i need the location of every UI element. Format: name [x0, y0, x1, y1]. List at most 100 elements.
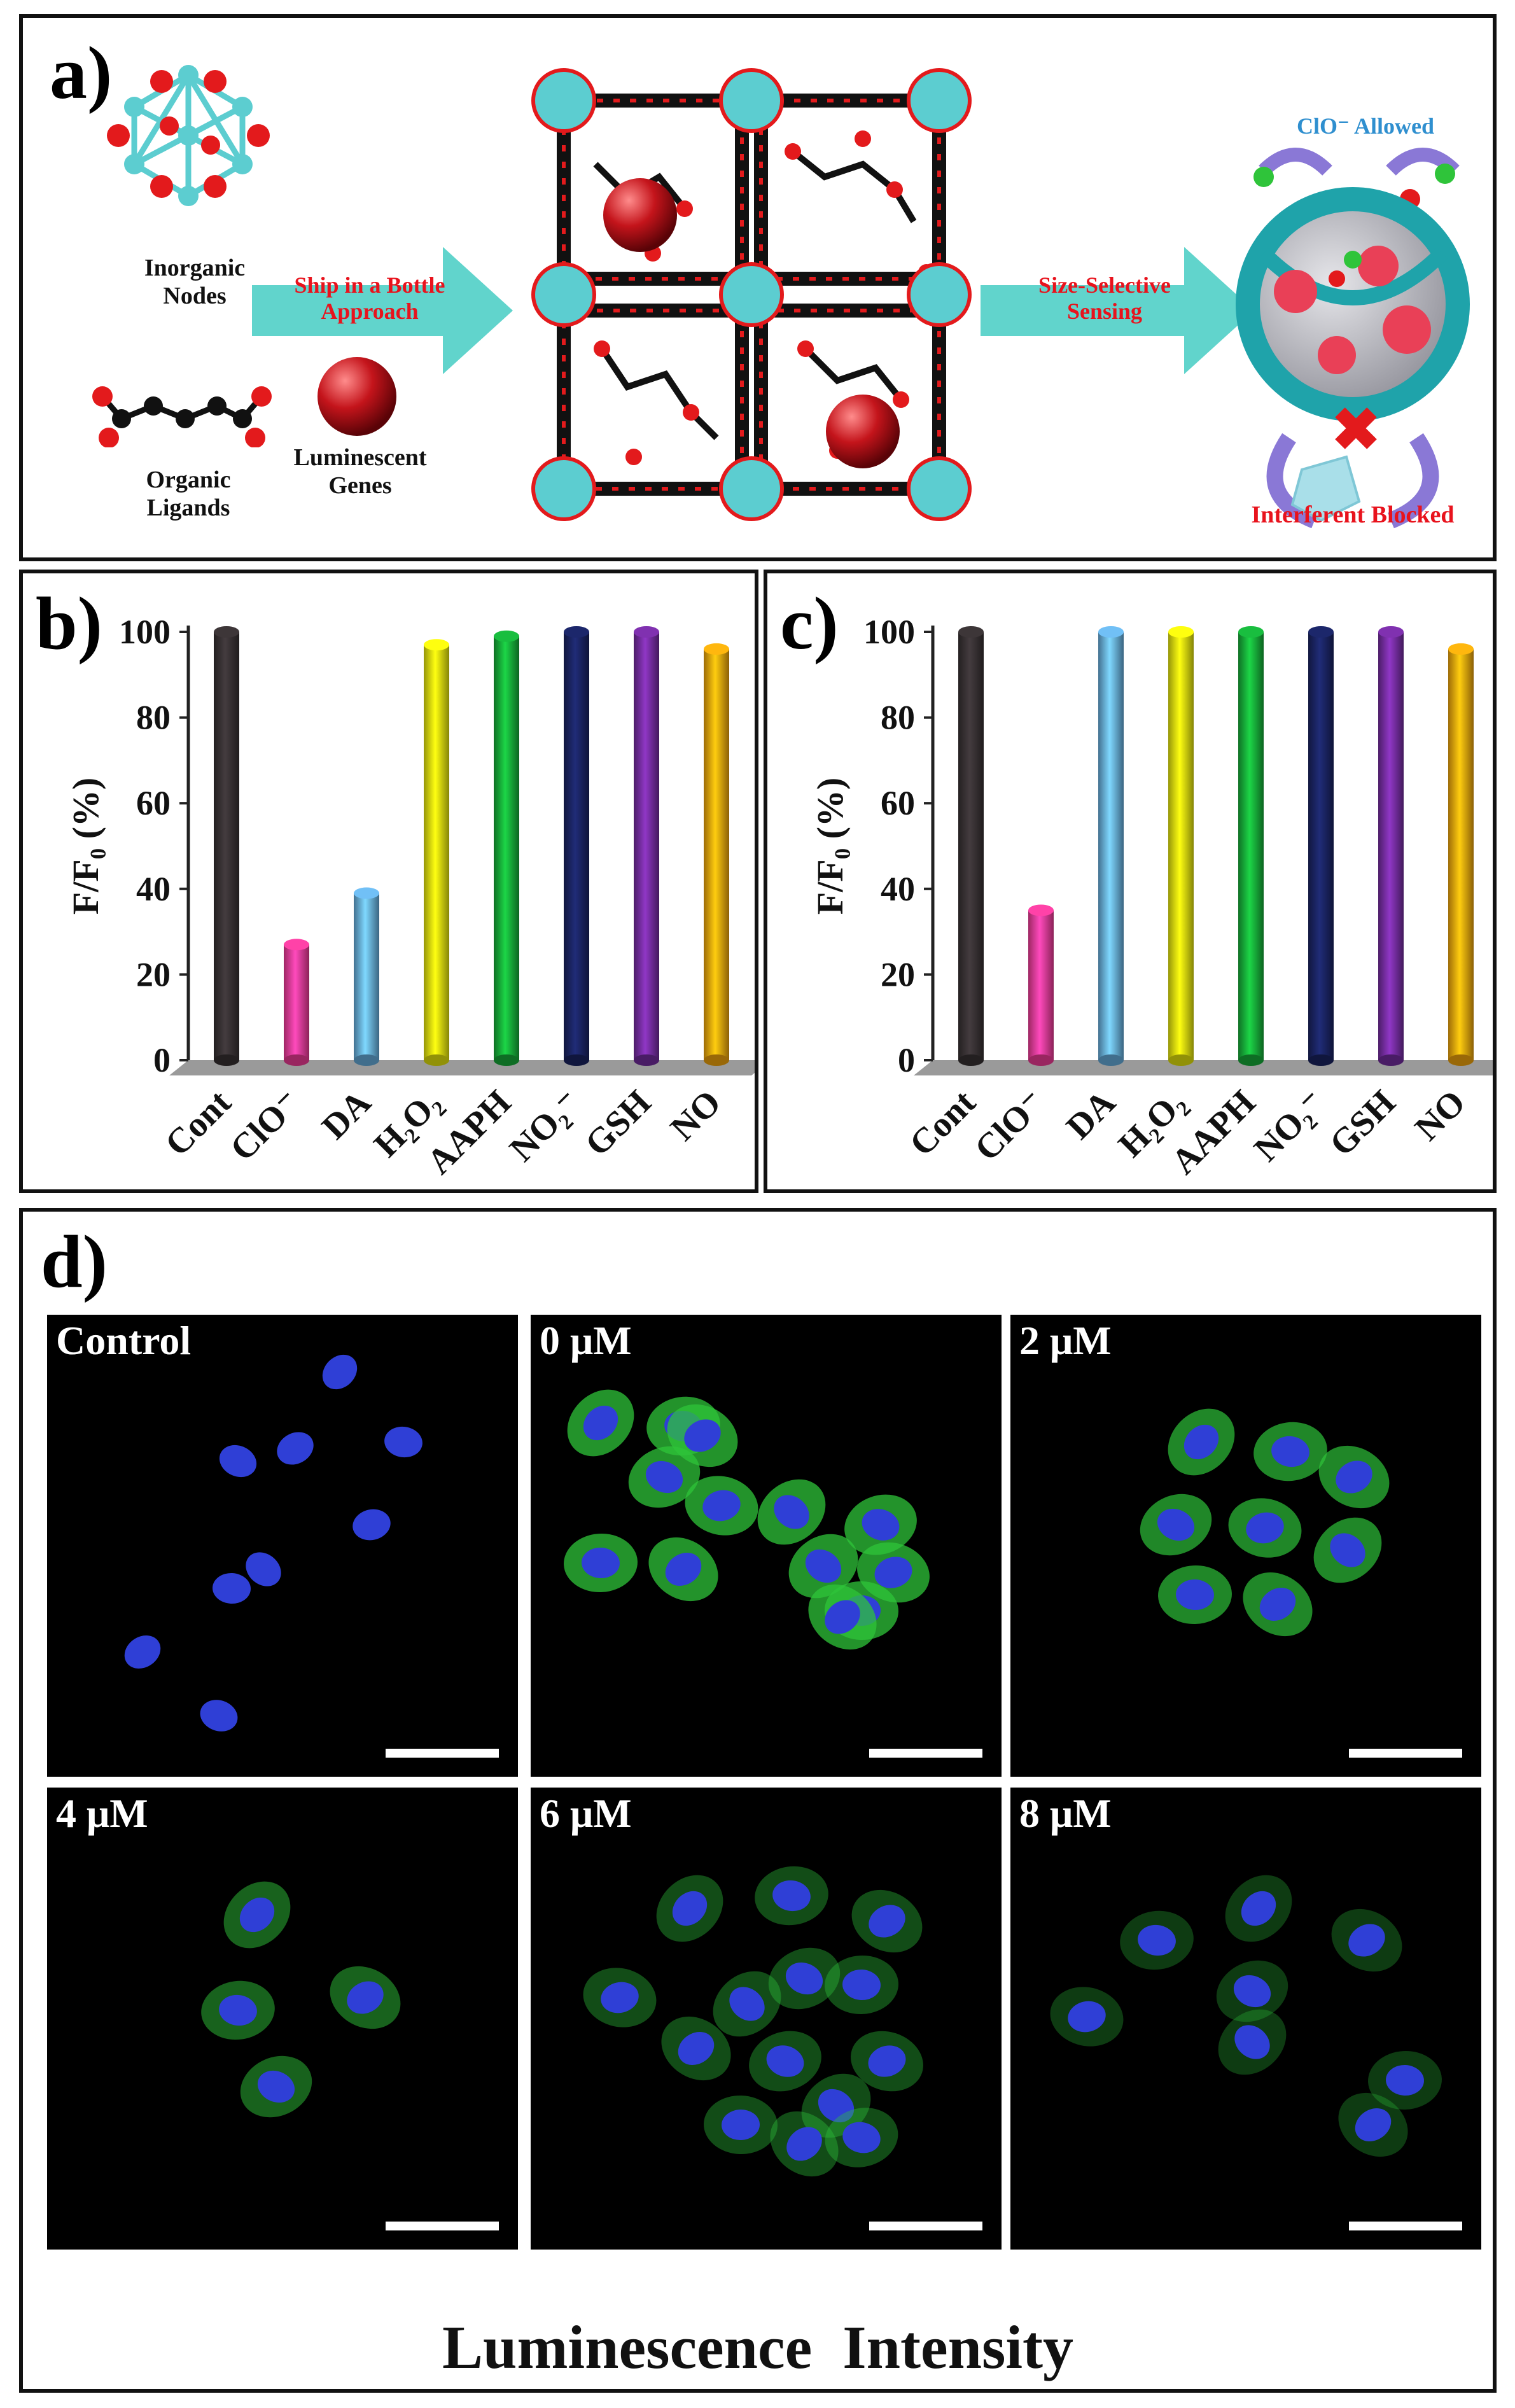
nucleus [322, 1354, 358, 1390]
nucleus [645, 1460, 683, 1494]
nucleus [219, 1994, 257, 2026]
cell [219, 1445, 257, 1478]
cell [648, 1537, 718, 1602]
cell [661, 2016, 731, 2081]
x-tick-label: GSH [1322, 1082, 1403, 1163]
cell [1313, 1517, 1382, 1583]
cell [322, 1354, 358, 1390]
inorganic-nodes-label: Inorganic Nodes [144, 255, 246, 309]
bar-body [704, 648, 729, 1060]
cell [240, 2055, 312, 2118]
y-tick-label: 0 [898, 1041, 915, 1079]
nucleus [1068, 2001, 1106, 2033]
panel-a-label: a) [50, 31, 113, 115]
microscopy-image-2: 2 μM [1010, 1315, 1481, 1777]
y-tick-label: 80 [136, 699, 171, 737]
cell [201, 1980, 275, 2040]
nucleus [384, 1426, 422, 1458]
scale-bar [869, 2222, 982, 2230]
nucleus [353, 1509, 391, 1541]
bar-body [1308, 632, 1334, 1060]
bar-base [704, 1054, 729, 1066]
bar-body [1028, 910, 1054, 1060]
panel-b-label: b) [36, 582, 102, 665]
bar-base [1098, 1054, 1124, 1066]
nucleus [868, 2045, 906, 2077]
x-tick-label: NO₂⁻ [1246, 1082, 1333, 1169]
nucleus [200, 1700, 238, 1732]
organic-ligands-label: Organic Ligands [146, 466, 231, 521]
luminescent-genes-label: Luminescent Genes [293, 444, 427, 499]
x-tick-label: ClO⁻ [967, 1082, 1053, 1168]
cell [1158, 1565, 1232, 1625]
image-label: 8 μM [1019, 1791, 1112, 1836]
nucleus [257, 2070, 295, 2103]
bar-body [1238, 632, 1264, 1060]
cell [1318, 1445, 1390, 1509]
bar-cap [634, 626, 659, 638]
nucleus [239, 1897, 275, 1933]
bar-0 [958, 626, 984, 1066]
cell [1338, 2092, 1408, 2157]
bar-2 [1098, 626, 1124, 1066]
y-tick-label: 20 [881, 955, 915, 993]
bar-7 [704, 643, 729, 1066]
nucleus [1246, 1512, 1284, 1544]
cell [564, 1533, 638, 1593]
bar-cap [958, 626, 984, 638]
y-axis-label: F/F₀ (%) [809, 778, 851, 915]
cell [755, 1866, 828, 1926]
nucleus [601, 1982, 639, 2013]
bar-cap [1028, 904, 1054, 916]
nucleus [785, 1962, 823, 1995]
cell [1050, 1987, 1124, 2047]
bar-body [564, 632, 589, 1060]
bar-body [1378, 632, 1404, 1060]
image-label: 4 μM [56, 1791, 148, 1836]
interferent-blocked-text: Interferent Blocked [1251, 501, 1455, 528]
nucleus [1241, 1891, 1276, 1926]
bar-6 [1378, 626, 1404, 1066]
cell [825, 1955, 898, 2015]
organic-ligand [92, 386, 272, 447]
bar-1 [284, 939, 309, 1066]
y-axis-label: F/F₀ (%) [65, 778, 106, 915]
nucleus [1183, 1424, 1219, 1460]
bar-cap [1378, 626, 1404, 638]
bar-base [1448, 1054, 1474, 1066]
cell [200, 1700, 238, 1732]
nucleus [665, 1552, 702, 1586]
inorganic-node-cluster [107, 65, 270, 206]
nucleus [1336, 1460, 1372, 1494]
nucleus [702, 1490, 741, 1522]
cell-field [1050, 1875, 1442, 2157]
nucleus [729, 1987, 765, 2021]
nucleus [1355, 2108, 1392, 2142]
nucleus [582, 1547, 620, 1579]
cell [749, 2031, 821, 2092]
cell [1253, 1422, 1327, 1481]
cell [567, 1389, 634, 1457]
bar-cap [354, 887, 379, 899]
cell [1331, 1908, 1402, 1972]
bar-cap [284, 939, 309, 951]
cell [223, 1881, 291, 1949]
y-tick-label: 80 [881, 699, 915, 737]
panel-c-label: c) [780, 582, 839, 665]
y-tick-label: 60 [881, 784, 915, 822]
nucleus [1348, 1924, 1385, 1957]
panel-a: a) Inorganic Nodes Organic Ligands Ship … [19, 14, 1497, 561]
bar-body [284, 944, 309, 1060]
cell [1218, 2009, 1287, 2075]
cell [628, 1446, 701, 1508]
nucleus [766, 2045, 804, 2077]
x-tick-label: Cont [902, 1082, 984, 1164]
nucleus [124, 1635, 161, 1669]
bar-base [958, 1054, 984, 1066]
bar-cap [1168, 626, 1194, 638]
cell [713, 1971, 781, 2037]
nucleus [1386, 2064, 1424, 2096]
image-label: 0 μM [540, 1318, 632, 1363]
nucleus [1330, 1533, 1365, 1567]
bar-3 [424, 639, 449, 1066]
